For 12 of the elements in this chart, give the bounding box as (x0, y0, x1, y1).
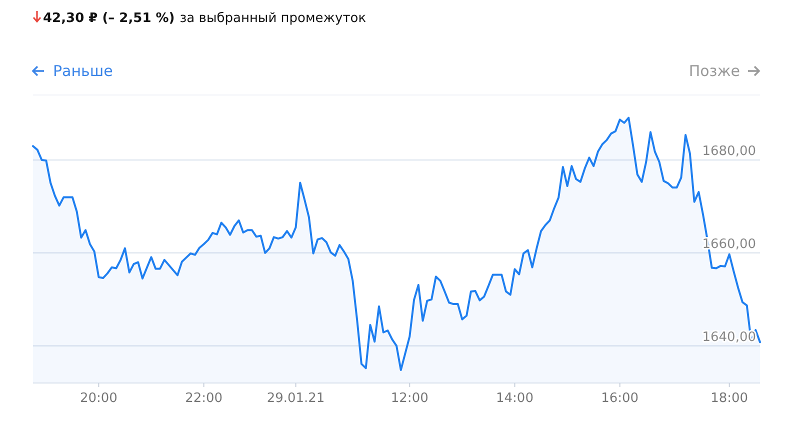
chart-title: 42,30 ₽ (– 2,51 %) (43, 11, 175, 26)
x-tick-label: 14:00 (496, 391, 534, 406)
text: Раньше (53, 62, 113, 80)
x-tick-label: 29.01.21 (266, 391, 325, 406)
x-tick-label: 12:00 (390, 391, 428, 406)
chart-subtitle: за выбранный промежуток (180, 11, 366, 26)
y-tick-label: 1680,00 (702, 144, 756, 160)
x-tick-label: 18:00 (710, 391, 748, 406)
x-tick-label: 16:00 (601, 391, 639, 406)
text: Позже (688, 62, 740, 80)
x-tick-label: 22:00 (185, 391, 223, 406)
x-tick-label: 20:00 (80, 391, 118, 406)
